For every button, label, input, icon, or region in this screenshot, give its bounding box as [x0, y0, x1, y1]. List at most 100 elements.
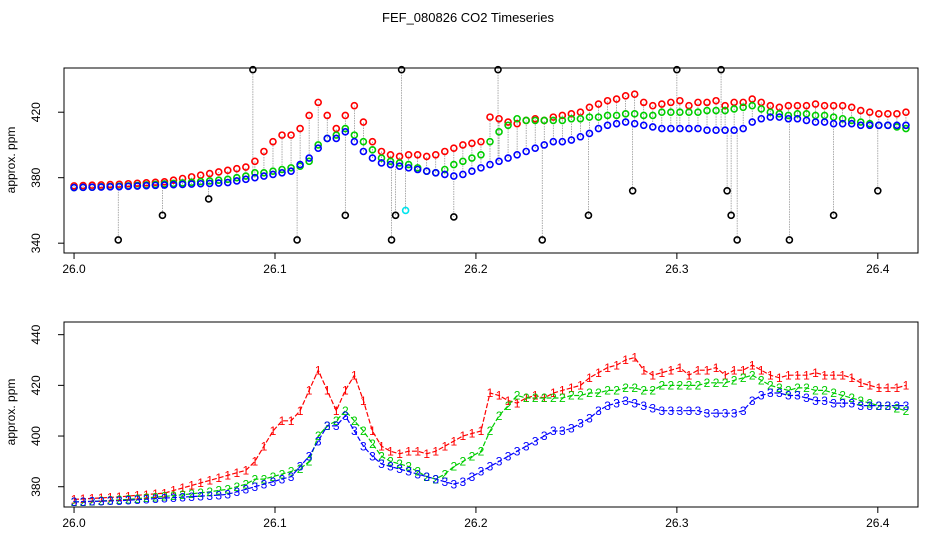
top-point-blue	[477, 164, 485, 172]
top-point-black-outliers	[158, 211, 167, 220]
top-point-black-outliers	[204, 195, 213, 203]
bottom-marker-1: 1	[541, 391, 548, 405]
top-point-red	[721, 101, 729, 110]
bottom-marker-3: 3	[179, 490, 186, 504]
bottom-marker-2: 2	[903, 404, 910, 418]
top-point-blue	[169, 180, 178, 189]
bottom-marker-2: 2	[478, 444, 485, 458]
top-point-green	[459, 157, 467, 166]
bottom-marker-3: 3	[821, 394, 828, 408]
bottom-marker-2: 2	[613, 384, 620, 398]
top-point-blue	[233, 177, 241, 185]
bottom-marker-2: 2	[821, 384, 828, 398]
bottom-marker-1: 1	[686, 368, 693, 382]
top-point-red	[621, 92, 630, 100]
bottom-marker-1: 1	[369, 424, 376, 438]
top-point-red	[630, 90, 639, 98]
top-point-blue	[748, 118, 757, 126]
bottom-marker-2: 2	[243, 477, 250, 491]
top-point-red	[567, 110, 576, 118]
bottom-marker-2: 2	[215, 484, 222, 498]
top-point-blue	[422, 167, 431, 175]
top-point-blue	[585, 129, 594, 138]
top-point-blue	[205, 179, 214, 188]
bottom-marker-1: 1	[261, 439, 268, 453]
top-point-green	[260, 168, 268, 177]
bottom-marker-1: 1	[116, 490, 123, 504]
top-point-red	[260, 147, 268, 156]
bottom-marker-1: 1	[80, 492, 87, 506]
top-point-red	[856, 106, 865, 115]
top-point-blue	[278, 168, 286, 177]
bottom-marker-2: 2	[152, 490, 159, 504]
bottom-marker-2: 2	[279, 467, 286, 481]
bottom-marker-3: 3	[487, 460, 494, 474]
top-point-red	[431, 150, 440, 159]
top-point-red	[251, 157, 259, 166]
bottom-marker-3: 3	[423, 470, 430, 484]
bottom-marker-2: 2	[704, 376, 711, 390]
top-point-green	[748, 101, 757, 110]
top-point-blue	[214, 179, 223, 187]
top-point-red	[648, 101, 657, 110]
top-point-blue	[757, 114, 766, 123]
bottom-marker-2: 2	[532, 391, 539, 405]
top-point-red	[468, 139, 476, 148]
bottom-marker-3: 3	[794, 389, 801, 403]
top-point-red	[504, 118, 512, 126]
bottom-marker-3: 3	[740, 404, 747, 418]
bottom-marker-1: 1	[785, 368, 792, 382]
top-point-blue	[79, 183, 87, 192]
bottom-marker-2: 2	[396, 457, 403, 471]
top-point-blue	[513, 150, 521, 159]
top-point-blue	[829, 119, 838, 128]
bottom-marker-1: 1	[288, 414, 295, 428]
top-point-blue	[703, 126, 711, 135]
top-point-red	[205, 169, 214, 178]
bottom-marker-2: 2	[848, 391, 855, 405]
top-point-red	[269, 137, 277, 146]
bottom-marker-1: 1	[98, 491, 105, 505]
bottom-marker-2: 2	[342, 404, 349, 418]
bottom-marker-2: 2	[197, 486, 204, 500]
bottom-marker-2: 2	[568, 389, 575, 403]
top-point-green	[314, 141, 322, 149]
bottom-y-tick-label: 380	[29, 476, 43, 496]
bottom-marker-2: 2	[460, 455, 467, 469]
top-point-blue	[459, 170, 467, 179]
bottom-marker-3: 3	[686, 404, 693, 418]
bottom-x-tick-label: 26.2	[464, 516, 488, 530]
bottom-marker-2: 2	[812, 384, 819, 398]
bottom-marker-1: 1	[243, 463, 250, 477]
top-point-blue	[540, 141, 549, 149]
top-point-blue	[531, 144, 540, 153]
bottom-marker-1: 1	[767, 368, 774, 382]
top-point-blue	[296, 160, 304, 169]
bottom-y-tick-label: 440	[29, 324, 43, 344]
top-point-black-outliers	[829, 211, 838, 220]
top-point-blue	[504, 154, 512, 162]
bottom-marker-2: 2	[89, 495, 96, 509]
bottom-marker-1: 1	[297, 404, 304, 418]
bottom-marker-3: 3	[604, 399, 611, 413]
bottom-marker-1: 1	[695, 363, 702, 377]
top-point-blue	[802, 116, 811, 125]
top-point-blue	[902, 121, 910, 130]
bottom-marker-3: 3	[414, 467, 421, 481]
bottom-marker-1: 1	[857, 376, 864, 390]
bottom-marker-2: 2	[71, 495, 78, 509]
top-point-red	[694, 98, 702, 107]
bottom-marker-1: 1	[749, 358, 756, 372]
top-point-red	[802, 101, 811, 110]
top-point-blue	[639, 121, 648, 130]
bottom-marker-2: 2	[496, 409, 503, 423]
bottom-marker-1: 1	[134, 489, 141, 503]
top-point-blue	[884, 121, 892, 130]
bottom-marker-3: 3	[523, 439, 530, 453]
top-point-red	[612, 95, 621, 103]
top-point-red	[214, 168, 223, 176]
bottom-marker-3: 3	[71, 495, 78, 509]
bottom-marker-3: 3	[803, 391, 810, 405]
top-point-red	[440, 147, 449, 156]
top-point-red	[477, 137, 485, 146]
